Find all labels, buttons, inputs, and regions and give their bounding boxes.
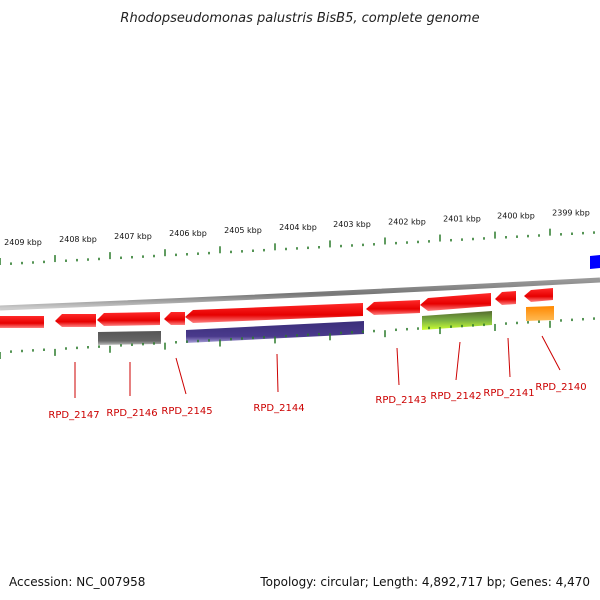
kbp-label-row: 2409 kbp 2408 kbp 2407 kbp 2406 kbp 2405 kbp… [4, 209, 590, 247]
cds-feature[interactable] [186, 321, 364, 343]
outer-tick-row [0, 228, 595, 265]
kbp-tick-label: 2400 kbp [497, 211, 535, 220]
feature-blocks [98, 306, 554, 345]
kbp-tick-label: 2405 kbp [224, 226, 262, 235]
kbp-tick-label: 2406 kbp [169, 229, 207, 238]
gene-arrow[interactable] [524, 288, 553, 302]
inner-tick-row [0, 317, 595, 359]
gene-label[interactable]: RPD_2145 [161, 406, 212, 417]
gene-arrow[interactable] [55, 314, 96, 327]
gene-label-leaders [74, 335, 561, 398]
gene-arrow[interactable] [495, 291, 516, 305]
gene-arrow[interactable] [420, 293, 491, 311]
kbp-tick-label: 2402 kbp [388, 217, 426, 226]
cds-feature[interactable] [526, 306, 554, 321]
gene-label[interactable]: RPD_2141 [483, 388, 534, 399]
rna-feature[interactable] [98, 331, 161, 345]
gene-arrow[interactable] [185, 303, 363, 323]
kbp-tick-label: 2409 kbp [4, 238, 42, 247]
kbp-tick-label: 2407 kbp [114, 232, 152, 241]
forward-strand-genes [0, 255, 600, 328]
gene-arrow[interactable] [366, 300, 420, 315]
gene-label[interactable]: RPD_2147 [48, 410, 99, 421]
gene-label[interactable]: RPD_2142 [430, 391, 481, 402]
gene-label[interactable]: RPD_2140 [535, 382, 586, 393]
map-title: Rhodopseudomonas palustris BisB5, comple… [120, 11, 479, 26]
gene-arrow[interactable] [0, 316, 44, 328]
kbp-tick-label: 2401 kbp [443, 214, 481, 223]
genome-backbone [0, 277, 600, 311]
kbp-tick-label: 2408 kbp [59, 235, 97, 244]
gene-label[interactable]: RPD_2144 [253, 403, 304, 414]
gene-label[interactable]: RPD_2143 [375, 395, 426, 406]
kbp-tick-label: 2399 kbp [552, 209, 590, 218]
gene-label[interactable]: RPD_2146 [106, 408, 157, 419]
gene-arrow[interactable] [164, 312, 185, 325]
kbp-tick-label: 2404 kbp [279, 223, 317, 232]
topology-text: Topology: circular; Length: 4,892,717 bp… [259, 575, 590, 589]
accession-text: Accession: NC_007958 [9, 575, 145, 589]
gene-arrow[interactable] [97, 312, 160, 326]
cds-feature[interactable] [422, 311, 492, 330]
kbp-tick-label: 2403 kbp [333, 220, 371, 229]
gene-labels: RPD_2147 RPD_2146 RPD_2145 RPD_2144 RPD_… [48, 382, 586, 421]
gene-arrow[interactable] [590, 255, 600, 269]
